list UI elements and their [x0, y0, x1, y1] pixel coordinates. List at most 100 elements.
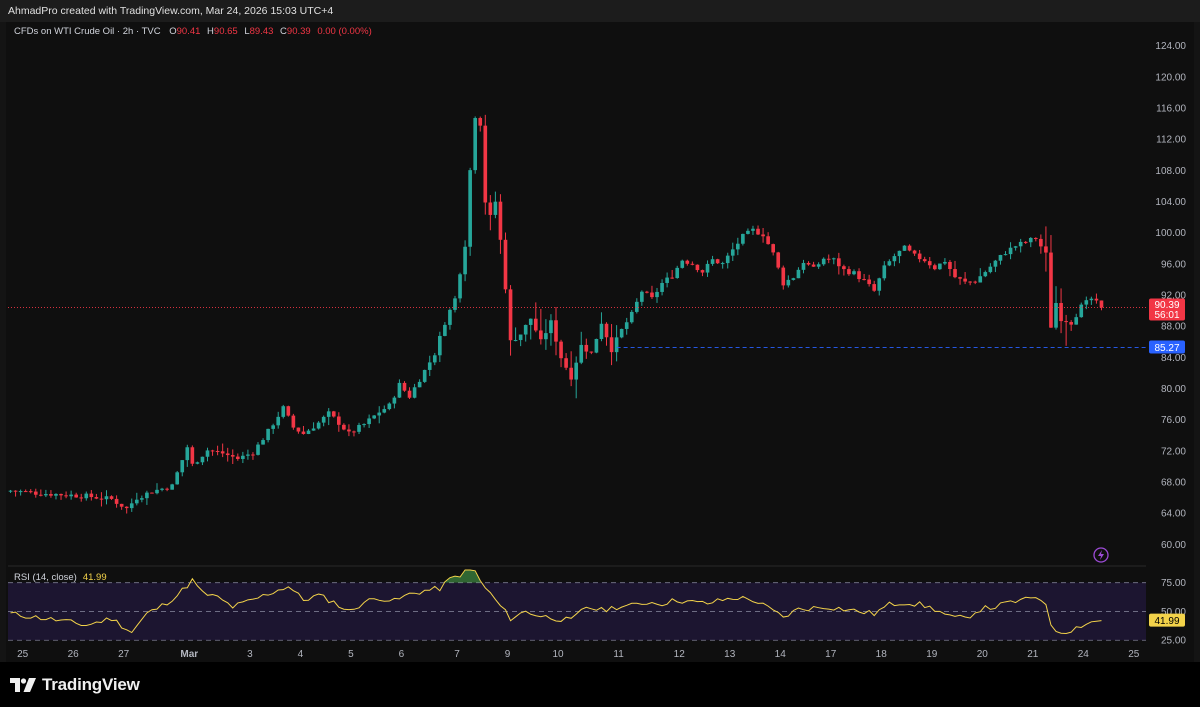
chart-area[interactable]: [6, 22, 1194, 662]
candle-body: [821, 258, 826, 265]
candle-body: [756, 228, 760, 235]
time-tick-label: 17: [825, 649, 837, 660]
candle-body: [266, 428, 270, 441]
candle-body: [872, 284, 877, 291]
candle-body: [922, 259, 927, 262]
candle-body: [584, 344, 589, 352]
candle-body: [316, 422, 321, 429]
candle-body: [624, 322, 629, 329]
candle-body: [241, 455, 245, 460]
candle-body: [655, 291, 659, 298]
candle-body: [988, 266, 993, 273]
rsi-legend[interactable]: RSI (14, close) 41.99: [14, 572, 107, 583]
candle-body: [847, 269, 851, 275]
candle-body: [84, 493, 89, 499]
candle-body: [1099, 300, 1104, 308]
candle-body: [594, 338, 599, 353]
candle-body: [1013, 246, 1018, 248]
candle-body: [736, 243, 740, 250]
candle-body: [902, 245, 907, 251]
candle-body: [321, 416, 326, 423]
rsi-tick-label: 50.00: [1161, 607, 1186, 618]
candle-body: [306, 430, 311, 434]
candle-body: [246, 454, 250, 456]
price-tick-label: 72.00: [1161, 446, 1186, 457]
candle-body: [140, 498, 144, 500]
candle-body: [680, 260, 685, 268]
high-label: H: [207, 26, 214, 37]
time-tick-label: 25: [17, 649, 29, 660]
candle-body: [730, 249, 735, 256]
candle-body: [715, 259, 720, 264]
candle-body: [458, 274, 462, 299]
candle-body: [609, 337, 614, 353]
candle-body: [917, 253, 922, 260]
tradingview-brand[interactable]: TradingView: [10, 675, 140, 695]
candle-body: [367, 418, 371, 425]
price-tick-label: 76.00: [1161, 415, 1186, 426]
symbol-legend[interactable]: CFDs on WTI Crude Oil · 2h · TVC O90.41 …: [14, 26, 372, 37]
candle-body: [493, 201, 498, 215]
candle-body: [675, 267, 680, 279]
candle-body: [1074, 317, 1079, 325]
candle-body: [215, 450, 220, 452]
candle-body: [448, 309, 452, 325]
candle-body: [1049, 252, 1053, 328]
candle-body: [907, 245, 912, 251]
candle-body: [614, 337, 619, 353]
candle-body: [1054, 303, 1058, 328]
candle-body: [357, 424, 361, 432]
candle-body: [518, 334, 523, 341]
time-tick-label: 6: [399, 649, 405, 660]
candle-body: [927, 261, 932, 266]
lightning-icon-ring: [1093, 547, 1109, 563]
candle-body: [629, 311, 634, 323]
lightning-icon: [1093, 547, 1109, 563]
candle-body: [210, 450, 215, 452]
tradingview-logo-icon: [10, 678, 36, 692]
candle-body: [695, 264, 700, 271]
candle-body: [948, 261, 952, 270]
candle-body: [190, 447, 195, 464]
candle-body: [99, 498, 104, 500]
candle-body: [94, 497, 99, 499]
candle-body: [271, 425, 275, 429]
time-tick-label: Mar: [180, 649, 198, 660]
candle-body: [301, 431, 306, 434]
candle-body: [1069, 322, 1073, 325]
candle-body: [564, 358, 568, 368]
candle-body: [912, 250, 917, 254]
candle-body: [776, 252, 781, 268]
candle-body: [579, 344, 584, 363]
candle-body: [1033, 237, 1038, 239]
time-tick-label: 26: [68, 649, 80, 660]
candle-body: [1064, 321, 1068, 323]
candle-body: [645, 291, 649, 293]
candle-body: [69, 494, 73, 497]
candle-body: [165, 488, 169, 490]
candle-body: [1023, 241, 1028, 243]
reference-price-badge: [1149, 340, 1185, 354]
candle-body: [453, 298, 457, 310]
candle-body: [392, 397, 397, 404]
time-tick-label: 25: [1128, 649, 1140, 660]
candle-body: [109, 496, 114, 499]
candle-body: [412, 387, 417, 398]
price-tick-label: 108.00: [1155, 166, 1186, 177]
candle-body: [650, 292, 654, 298]
candle-body: [831, 258, 836, 260]
candle-body: [326, 411, 331, 417]
change-value: 0.00 (0.00%): [317, 26, 372, 37]
candle-body: [791, 278, 796, 280]
candle-body: [44, 494, 48, 496]
candle-body: [700, 270, 705, 273]
candle-body: [665, 277, 669, 283]
candle-body: [377, 412, 382, 416]
candle-body: [938, 263, 942, 270]
candle-body: [124, 506, 129, 509]
candle-body: [983, 272, 988, 277]
candle-body: [887, 261, 892, 266]
candle-body: [296, 427, 301, 432]
candle-body: [23, 491, 28, 493]
